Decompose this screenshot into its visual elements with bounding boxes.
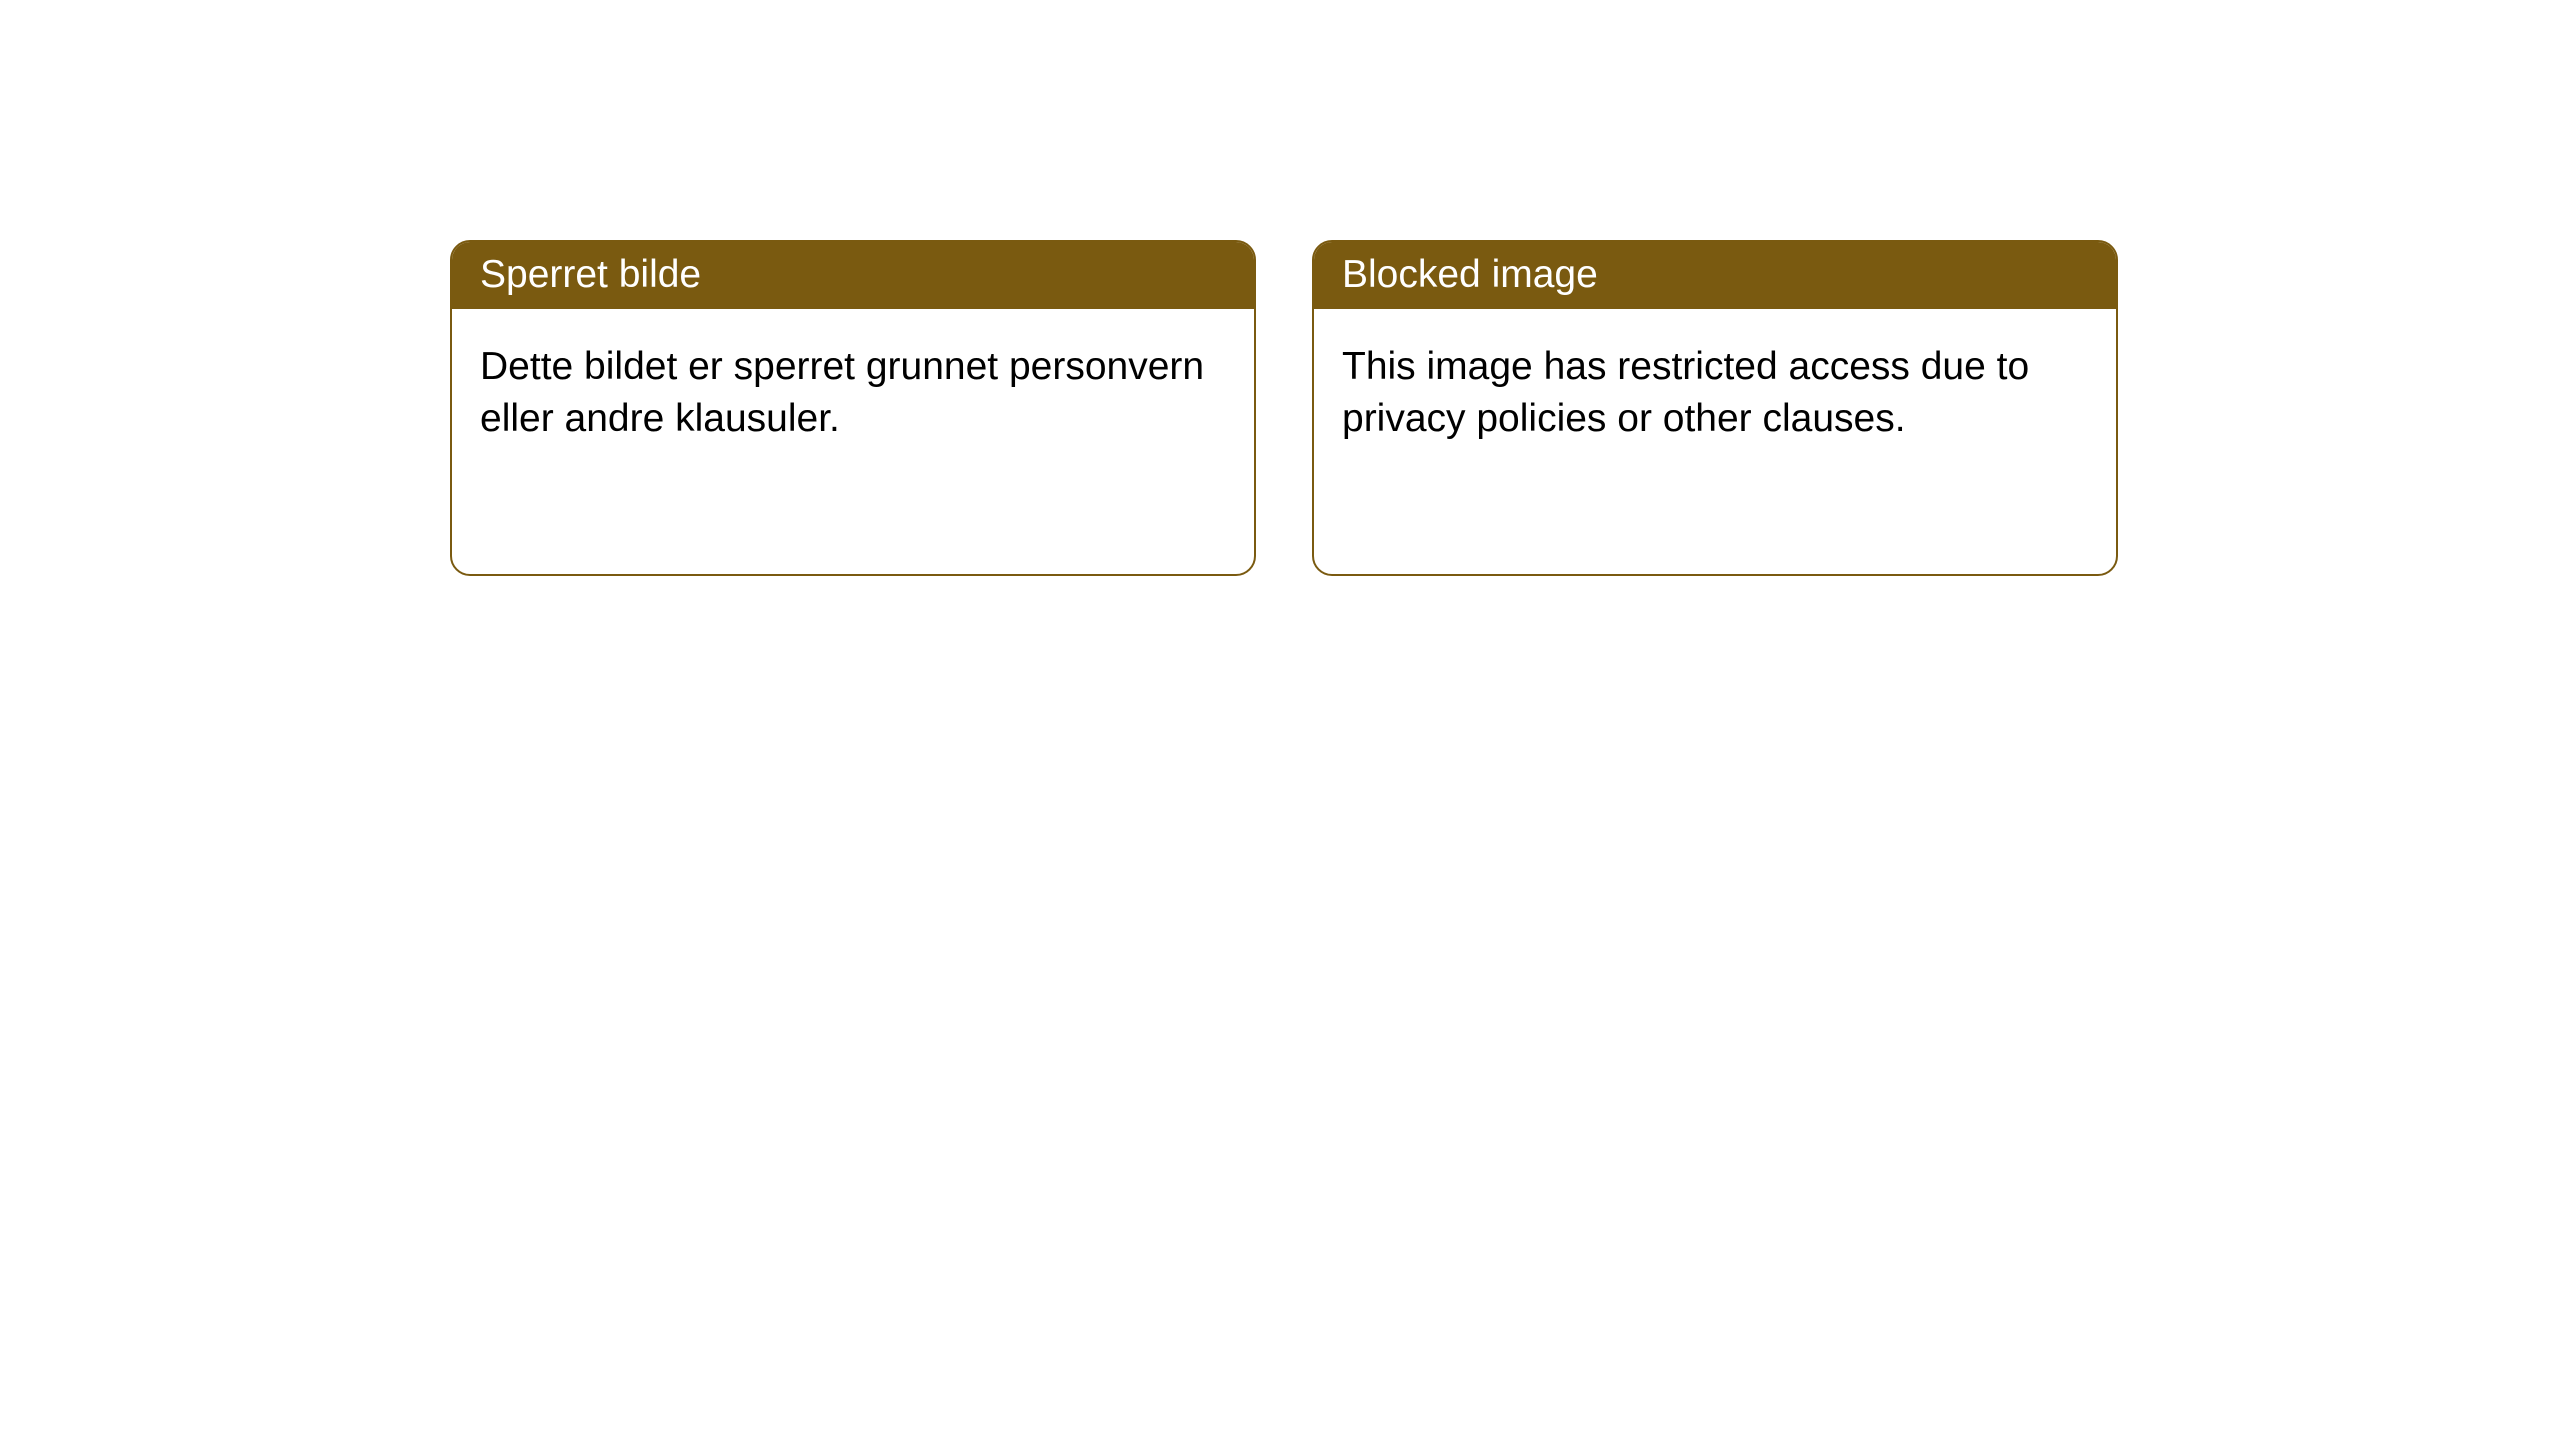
notice-body-text: This image has restricted access due to … (1342, 345, 2029, 440)
notice-body-text: Dette bildet er sperret grunnet personve… (480, 345, 1204, 440)
notice-card-body: This image has restricted access due to … (1314, 309, 2116, 478)
notice-card-norwegian: Sperret bilde Dette bildet er sperret gr… (450, 240, 1256, 576)
notice-card-body: Dette bildet er sperret grunnet personve… (452, 309, 1254, 478)
notice-header-text: Blocked image (1342, 253, 1598, 296)
notice-card-header: Sperret bilde (452, 242, 1254, 309)
notice-cards-container: Sperret bilde Dette bildet er sperret gr… (0, 0, 2560, 576)
notice-card-header: Blocked image (1314, 242, 2116, 309)
notice-header-text: Sperret bilde (480, 253, 701, 296)
notice-card-english: Blocked image This image has restricted … (1312, 240, 2118, 576)
